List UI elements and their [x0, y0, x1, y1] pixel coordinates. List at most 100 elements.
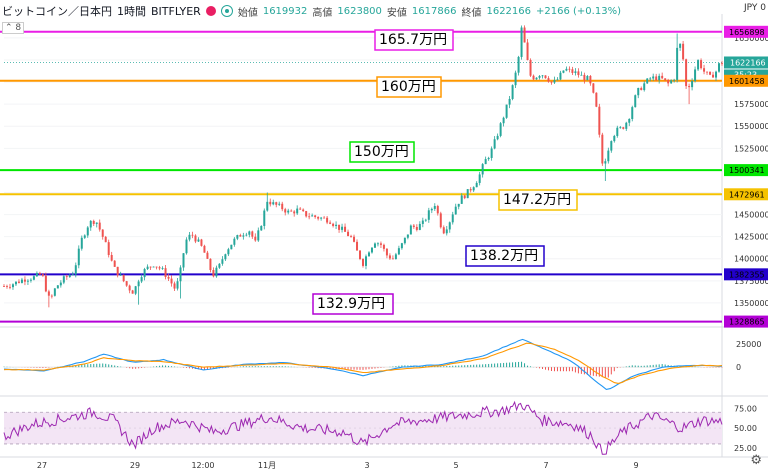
candle-body: [553, 79, 556, 83]
candle-body: [589, 75, 592, 84]
level-price-tag: [724, 25, 768, 38]
candle-body: [442, 227, 445, 234]
candle-body: [86, 227, 89, 236]
support-resistance-levels: [0, 30, 722, 323]
candle-body: [194, 235, 197, 242]
candle-body: [631, 107, 634, 120]
candle-body: [287, 210, 290, 213]
candle-body: [74, 265, 77, 275]
price-tick-label: 1375000: [734, 277, 768, 286]
settings-gear-icon[interactable]: ⚙: [750, 453, 762, 468]
candle-body: [203, 245, 206, 253]
candle-body: [50, 295, 53, 297]
price-tick-label: 1550000: [734, 122, 768, 131]
candle-body: [616, 127, 619, 136]
candle-body: [212, 270, 215, 277]
low-label: 安値: [386, 7, 407, 19]
candle-body: [296, 208, 299, 214]
candle-body: [347, 231, 350, 237]
candle-body: [230, 244, 233, 250]
exchange-label[interactable]: BITFLYER: [151, 4, 201, 18]
time-axis: 27 29 12:00 11月 3 5 7 9: [37, 461, 639, 470]
rsi-tick-label: 25.00: [734, 444, 757, 453]
candle-body: [17, 281, 20, 283]
candle-body: [634, 95, 637, 108]
high-value: 1623800: [337, 5, 382, 17]
candle-body: [80, 237, 83, 249]
level-label-box: [374, 29, 454, 51]
candle-body: [92, 220, 95, 224]
candle-body: [562, 70, 565, 73]
level-label: 147.2万円: [503, 192, 571, 208]
candle-body: [53, 288, 56, 296]
candle-body: [47, 291, 50, 296]
candle-body: [293, 211, 296, 214]
candle-body: [233, 238, 236, 245]
time-tick-label: 29: [130, 461, 140, 470]
candle-body: [517, 56, 520, 73]
level-price-value: 1382355: [729, 270, 765, 279]
candle-body: [101, 229, 104, 237]
candle-body: [266, 201, 269, 211]
candle-body: [191, 234, 194, 236]
visibility-eye-icon[interactable]: [220, 5, 233, 17]
candle-body: [182, 253, 185, 268]
candle-body: [284, 209, 287, 213]
time-tick-label: 7: [543, 461, 548, 470]
candle-body: [565, 68, 568, 71]
candle-body: [200, 239, 203, 246]
candle-body: [272, 202, 275, 205]
indicators-collapse-button[interactable]: ⌃ 8: [2, 22, 25, 34]
candle-body: [520, 27, 523, 57]
candle-body: [227, 249, 230, 255]
candle-body: [694, 69, 697, 82]
candle-body: [248, 231, 251, 235]
candle-body: [598, 106, 601, 135]
candle-body: [544, 75, 547, 79]
macd-line: [3, 338, 723, 390]
candle-body: [703, 68, 706, 72]
price-tick-label: 1450000: [734, 211, 768, 220]
candle-body: [625, 122, 628, 129]
candle-body: [433, 206, 436, 209]
level-label-box: [498, 189, 578, 211]
interval-label[interactable]: 1時間: [117, 5, 146, 18]
level-label-box: [312, 293, 394, 315]
rsi-tick-label: 50.00: [734, 424, 757, 433]
candle-body: [367, 252, 370, 257]
candle-body: [329, 222, 332, 224]
rsi-band: [4, 412, 722, 444]
symbol-title[interactable]: ビットコイン／日本円: [2, 5, 112, 18]
close-label: 終値: [461, 7, 482, 19]
level-price-value: 1656898: [729, 28, 765, 37]
candle-body: [335, 224, 338, 226]
candle-body: [353, 236, 356, 242]
time-tick-label: 27: [37, 461, 47, 470]
candle-body: [541, 75, 544, 77]
candle-body: [323, 217, 326, 219]
change-value: +2166 (+0.13%): [536, 5, 621, 17]
candle-body: [457, 203, 460, 207]
candle-body: [481, 164, 484, 175]
candle-body: [275, 202, 278, 205]
candle-body: [308, 216, 311, 218]
candle-body: [454, 206, 457, 215]
candle-body: [700, 60, 703, 69]
candle-body: [586, 75, 589, 81]
candle-body: [676, 47, 679, 80]
candle-body: [415, 226, 418, 230]
candle-body: [388, 255, 391, 259]
candle-body: [89, 220, 92, 228]
currency-code: JPY: [744, 3, 758, 13]
time-tick-label: 12:00: [191, 461, 214, 470]
candle-body: [206, 252, 209, 259]
macd-tick-label: 25000: [736, 340, 761, 349]
candle-body: [119, 274, 122, 276]
candle-body: [326, 217, 329, 223]
candle-body: [697, 60, 700, 70]
candle-body: [128, 285, 131, 291]
candle-body: [709, 71, 712, 75]
candle-body: [260, 225, 263, 231]
level-price-tag: [724, 74, 768, 87]
